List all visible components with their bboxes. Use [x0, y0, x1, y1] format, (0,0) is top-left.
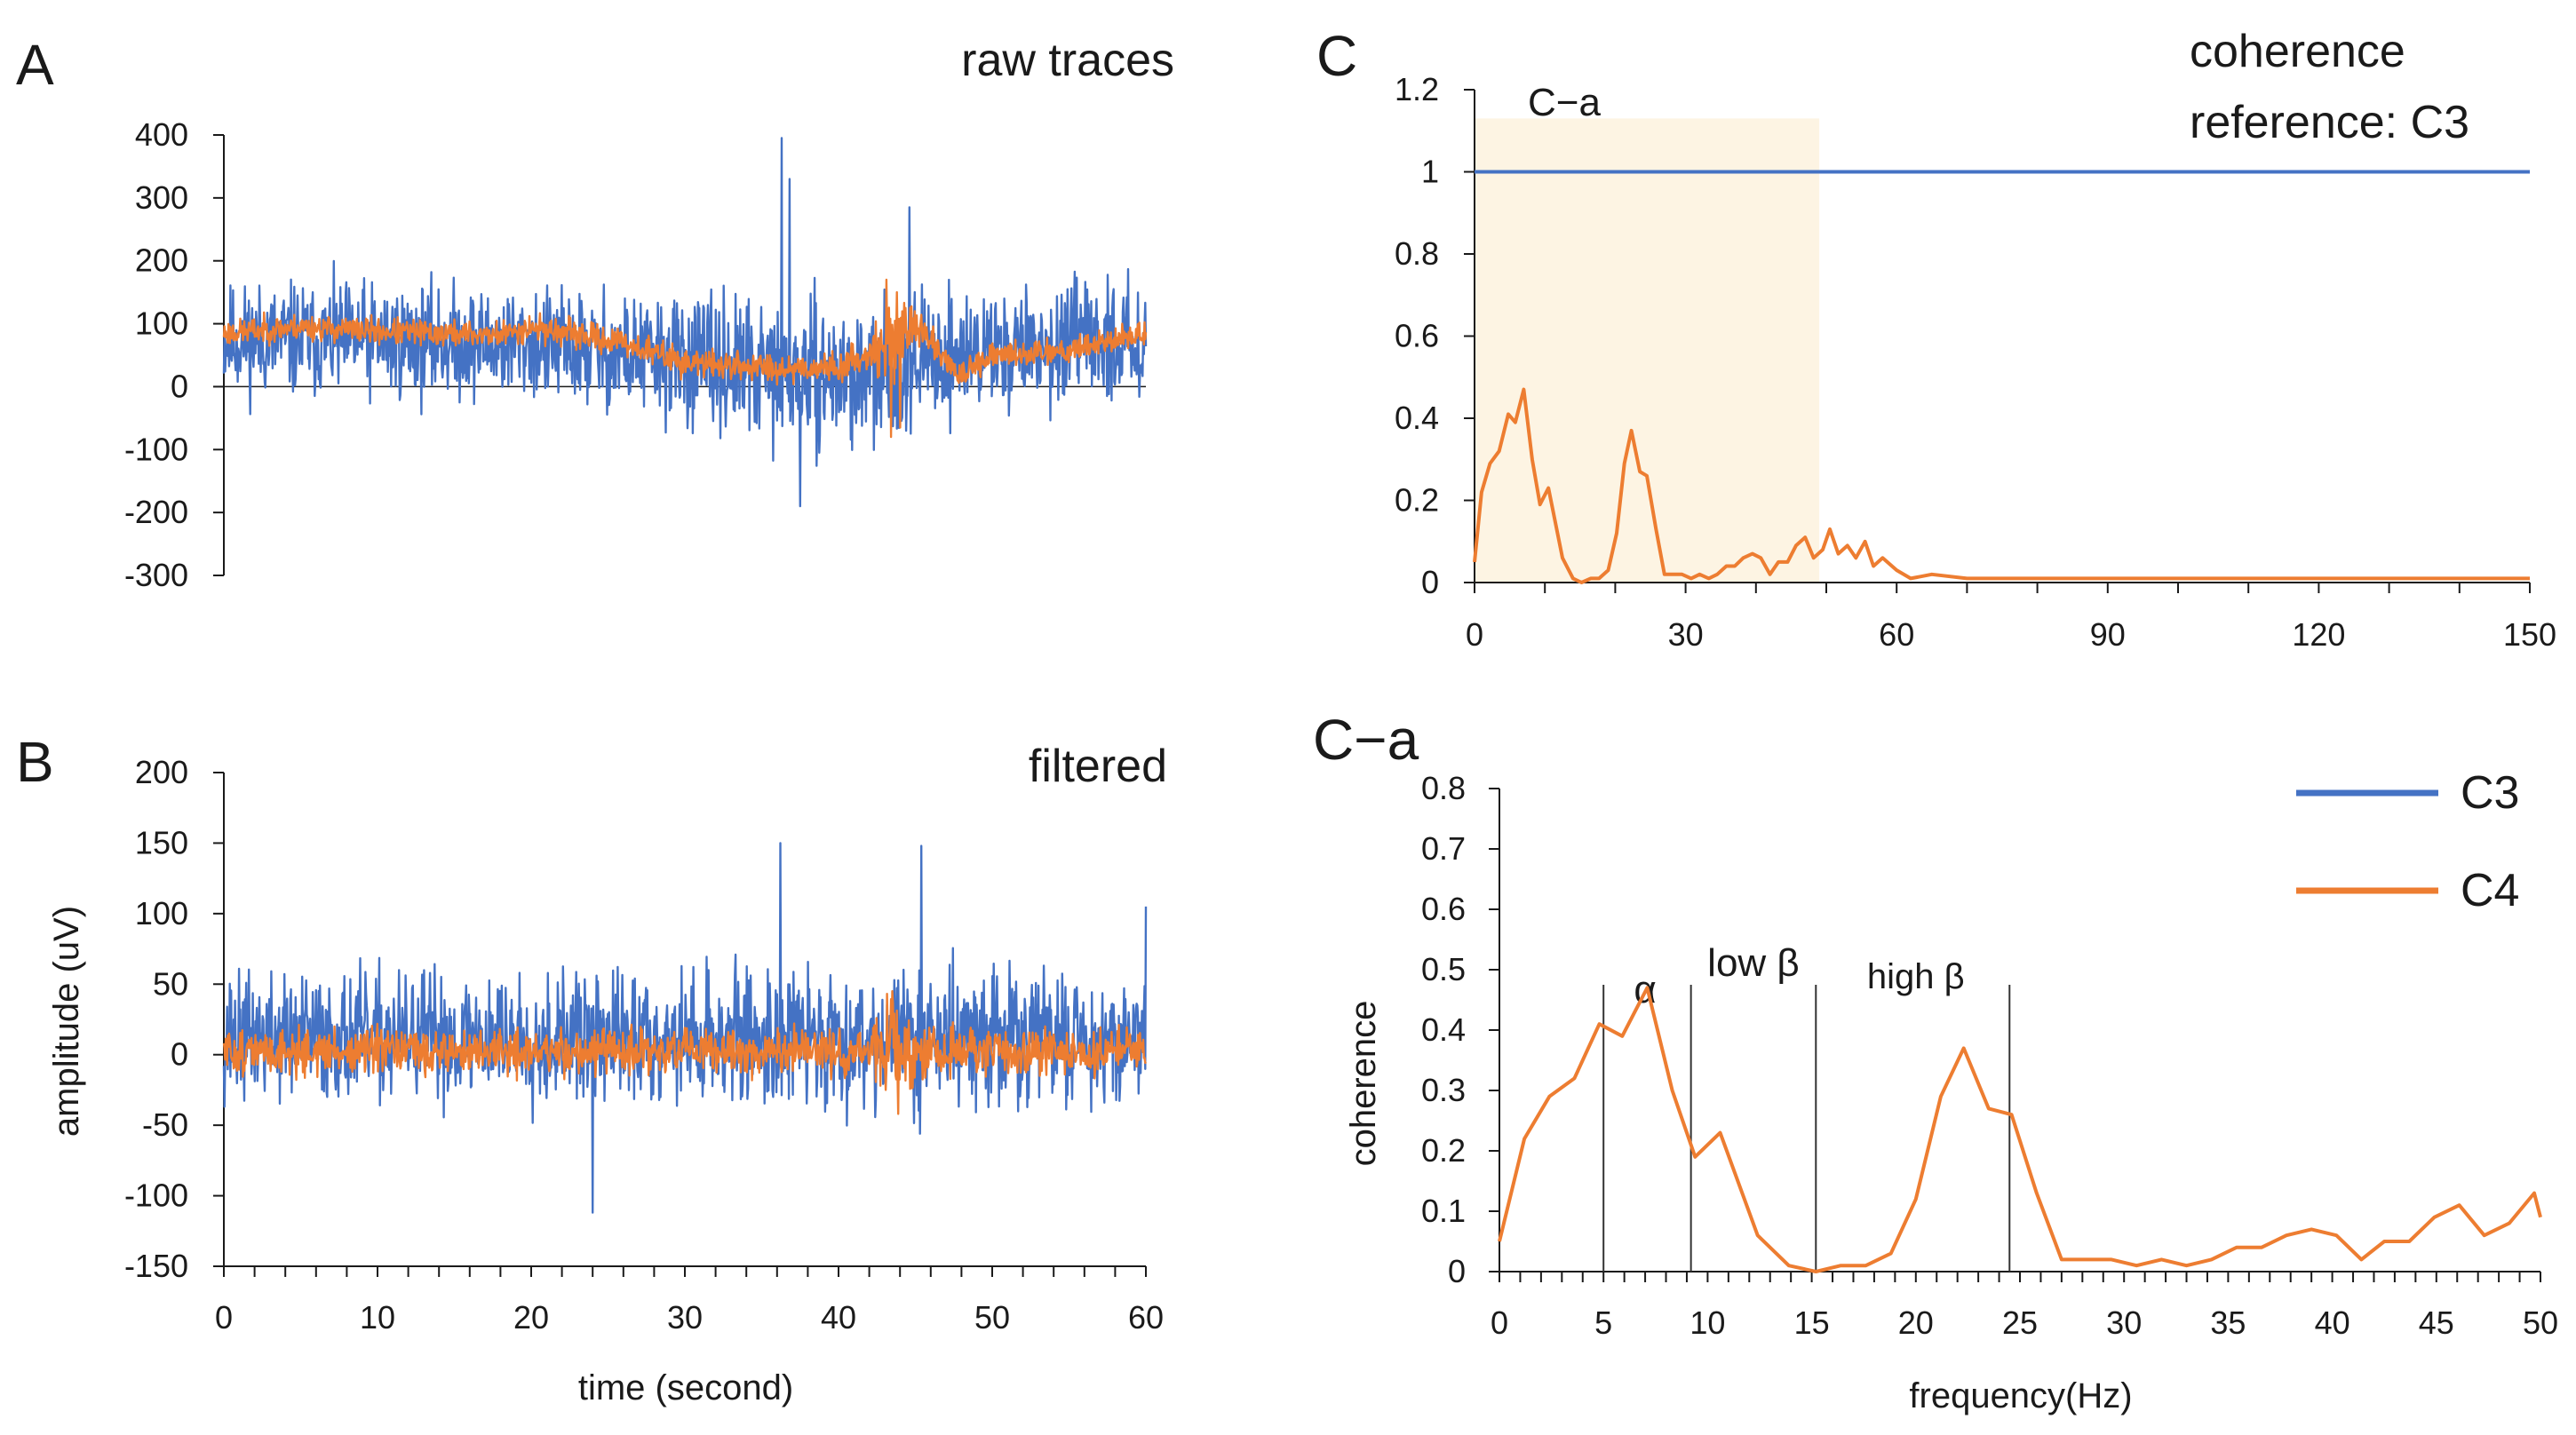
y-tick-label: 0.7	[1421, 830, 1466, 867]
y-tick-label: 0.5	[1421, 951, 1466, 987]
x-tick-label: 45	[2419, 1304, 2454, 1341]
panel-label: B	[16, 730, 54, 794]
x-tick-label: 50	[2523, 1304, 2558, 1341]
panel-label: C	[1316, 24, 1357, 88]
y-tick-label: 0.1	[1421, 1193, 1466, 1229]
y-tick-label: 300	[135, 179, 188, 216]
y-tick-label: 1.2	[1395, 71, 1439, 107]
x-tick-label: 20	[1898, 1304, 1934, 1341]
x-tick-label: 50	[974, 1299, 1010, 1336]
x-tick-label: 35	[2210, 1304, 2246, 1341]
highlight-label: C−a	[1528, 81, 1601, 124]
series-c4-line	[222, 990, 1147, 1115]
y-tick-label: -100	[124, 1177, 188, 1214]
x-tick-label: 30	[1668, 616, 1704, 653]
y-tick-label: 0.8	[1421, 770, 1466, 806]
y-tick-label: 200	[135, 242, 188, 279]
y-tick-label: 400	[135, 116, 188, 153]
y-tick-label: -300	[124, 557, 188, 593]
x-axis-title: time (second)	[578, 1368, 793, 1407]
x-tick-label: 15	[1794, 1304, 1830, 1341]
x-axis-title: frequency(Hz)	[1909, 1376, 2132, 1415]
x-tick-label: 5	[1594, 1304, 1612, 1341]
x-tick-label: 40	[2315, 1304, 2350, 1341]
panel-title-line: reference: C3	[2190, 97, 2469, 148]
x-tick-label: 30	[2106, 1304, 2142, 1341]
panel-c-a: C−a 0 0.1 0.2 0.3 0.4 0.5 0.6 0.7 0.8 0 5 10 15 20 25 30…	[1313, 708, 2558, 1415]
x-tick-label: 60	[1128, 1299, 1164, 1336]
series-c4-line	[1498, 986, 2542, 1273]
y-tick-label: 200	[135, 754, 188, 790]
legend: C3 C4	[2296, 767, 2519, 916]
panel-c: C C−a coherence reference: C3 0 0.2 0.4 0.6 0.8 1…	[1316, 24, 2556, 653]
x-tick-label: 120	[2292, 616, 2345, 653]
y-tick-label: 0	[1421, 564, 1439, 600]
y-tick-label: 0	[171, 368, 188, 404]
y-axis-title: amplitude (uV)	[47, 906, 86, 1137]
y-tick-label: -100	[124, 431, 188, 467]
y-tick-label: 50	[153, 965, 188, 1002]
band-label: low β	[1707, 941, 1800, 985]
highlight-region	[1475, 118, 1820, 583]
x-tick-label: 0	[1491, 1304, 1508, 1341]
panel-label: C−a	[1313, 708, 1419, 772]
legend-c3-label: C3	[2461, 767, 2519, 819]
y-tick-label: 0.4	[1421, 1011, 1466, 1048]
band-label: high β	[1867, 957, 1965, 996]
y-tick-label: 0.4	[1395, 400, 1439, 436]
panel-title-line: coherence	[2190, 26, 2405, 77]
panel-title: filtered	[1029, 741, 1167, 792]
x-tick-label: 10	[1690, 1304, 1725, 1341]
x-tick-label: 20	[513, 1299, 549, 1336]
y-tick-label: 0.3	[1421, 1072, 1466, 1108]
y-tick-label: 0.6	[1395, 318, 1439, 354]
y-tick-label: 0.8	[1395, 235, 1439, 272]
y-tick-label: 0.2	[1421, 1132, 1466, 1169]
y-tick-label: 0	[171, 1036, 188, 1073]
x-tick-label: 0	[215, 1299, 233, 1336]
x-tick-label: 0	[1466, 616, 1483, 653]
y-tick-label: 100	[135, 305, 188, 342]
y-tick-label: 100	[135, 895, 188, 932]
y-axis-title: coherence	[1344, 1001, 1383, 1167]
y-tick-label: -150	[124, 1248, 188, 1284]
y-tick-label: -50	[142, 1106, 188, 1143]
y-tick-label: 0.6	[1421, 891, 1466, 927]
panel-title: raw traces	[961, 35, 1174, 86]
x-tick-label: 40	[821, 1299, 856, 1336]
x-tick-label: 150	[2503, 616, 2556, 653]
y-tick-label: 0.2	[1395, 482, 1439, 519]
x-tick-label: 10	[360, 1299, 395, 1336]
y-tick-label: -200	[124, 494, 188, 530]
panel-label: A	[16, 33, 54, 97]
y-tick-label: 0	[1448, 1253, 1466, 1289]
series-c4-line	[1473, 387, 2530, 584]
series-c4-line	[222, 278, 1148, 439]
y-tick-label: 1	[1421, 154, 1439, 190]
x-tick-label: 30	[667, 1299, 703, 1336]
legend-c4-label: C4	[2461, 865, 2519, 916]
x-tick-label: 90	[2090, 616, 2126, 653]
y-tick-label: 150	[135, 824, 188, 860]
x-tick-label: 60	[1879, 616, 1914, 653]
x-tick-label: 25	[2002, 1304, 2038, 1341]
